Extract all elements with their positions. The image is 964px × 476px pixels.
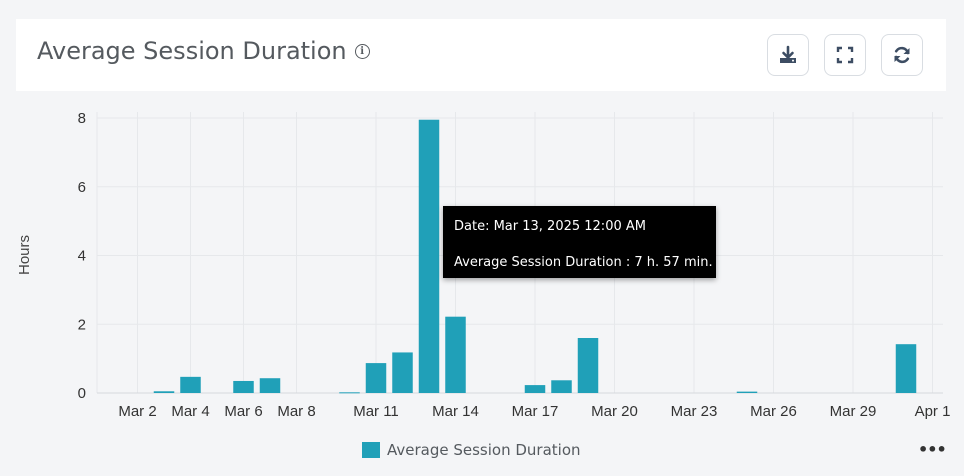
y-tick-label: 6 [78, 179, 86, 196]
bar[interactable] [180, 376, 201, 393]
x-tick-label: Mar 11 [353, 403, 399, 420]
y-tick-label: 2 [78, 316, 86, 333]
bar[interactable] [365, 363, 387, 393]
fullscreen-icon [836, 46, 854, 64]
bar[interactable] [153, 391, 175, 393]
bar[interactable] [736, 391, 758, 393]
y-tick-label: 4 [78, 248, 86, 265]
tooltip-value: Average Session Duration : 7 h. 57 min. [454, 255, 713, 270]
bar[interactable] [233, 380, 254, 393]
x-tick-label: Mar 8 [277, 403, 315, 420]
chart-header: Average Session Duration i [16, 19, 946, 91]
info-circle-icon[interactable]: i [354, 43, 370, 59]
page-title: Average Session Duration [37, 37, 347, 65]
bar[interactable] [551, 380, 572, 393]
bar[interactable] [895, 344, 917, 393]
y-tick-label: 0 [78, 385, 86, 402]
legend-label: Average Session Duration [387, 441, 581, 459]
x-tick-label: Mar 26 [750, 403, 797, 420]
more-options-button[interactable]: ••• [918, 440, 947, 459]
refresh-button[interactable] [881, 34, 923, 76]
x-tick-label: Mar 4 [171, 403, 209, 420]
fullscreen-button[interactable] [824, 34, 866, 76]
bar[interactable] [392, 352, 413, 393]
bar[interactable] [445, 316, 466, 393]
title-wrap: Average Session Duration i [37, 37, 370, 65]
x-tick-label: Mar 20 [591, 403, 638, 420]
bar[interactable] [577, 338, 599, 393]
x-tick-label: Apr 1 [915, 403, 951, 420]
bar[interactable] [418, 119, 440, 393]
chart-legend[interactable]: Average Session Duration [362, 441, 581, 459]
x-tick-label: Mar 2 [118, 403, 156, 420]
y-tick-label: 8 [78, 110, 86, 127]
download-button[interactable] [767, 34, 809, 76]
label-layer: 0 2 4 6 8 Mar 2 Mar 4 Mar 6 Mar 8 Mar 11 Mar 14 Mar… [78, 110, 951, 420]
refresh-icon [894, 46, 910, 64]
x-tick-label: Mar 6 [224, 403, 262, 420]
x-tick-label: Mar 17 [512, 403, 559, 420]
x-tick-label: Mar 23 [671, 403, 718, 420]
bar[interactable] [524, 385, 546, 393]
bar[interactable] [259, 378, 281, 393]
chart-tooltip: Date: Mar 13, 2025 12:00 AM Average Sess… [443, 206, 716, 278]
x-tick-label: Mar 14 [432, 403, 479, 420]
y-axis-label: Hours [16, 235, 33, 275]
download-icon [780, 45, 796, 63]
legend-swatch [362, 442, 380, 458]
bar[interactable] [339, 392, 360, 394]
tooltip-date: Date: Mar 13, 2025 12:00 AM [454, 219, 646, 234]
grid-layer [96, 112, 943, 394]
x-tick-label: Mar 29 [830, 403, 877, 420]
bar-layer [153, 119, 917, 394]
